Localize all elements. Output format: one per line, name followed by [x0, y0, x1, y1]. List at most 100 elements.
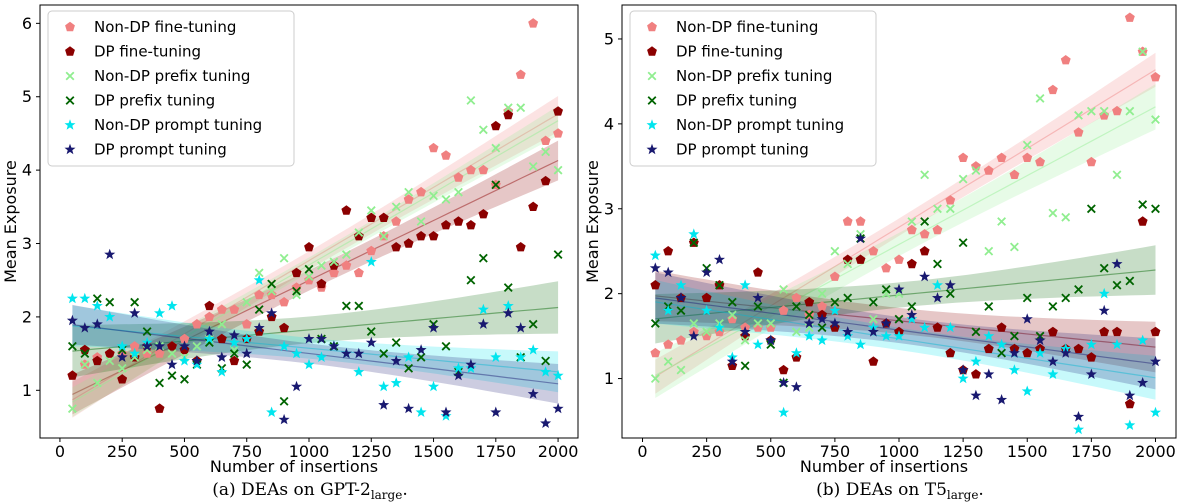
legend-label: DP prompt tuning — [676, 141, 809, 159]
data-point — [180, 374, 189, 384]
data-point — [404, 187, 414, 197]
y-axis-label: Mean Exposure — [1, 160, 20, 283]
data-point — [354, 301, 364, 311]
data-point — [154, 348, 165, 358]
data-point — [203, 325, 215, 337]
legend-marker — [647, 46, 657, 56]
data-point — [893, 283, 905, 295]
data-point — [867, 326, 879, 337]
legend-marker — [64, 143, 76, 155]
data-point — [379, 349, 389, 359]
data-point — [354, 228, 364, 237]
data-point — [1034, 334, 1046, 346]
data-point — [67, 404, 77, 414]
data-point — [490, 351, 502, 362]
data-point — [92, 355, 103, 366]
data-point — [267, 286, 277, 296]
data-point — [391, 242, 402, 252]
y-tick-label: 3 — [604, 199, 614, 218]
data-point — [933, 259, 942, 269]
data-point — [428, 380, 440, 392]
data-point — [179, 344, 190, 355]
data-point — [203, 333, 215, 344]
data-point — [341, 260, 352, 270]
data-point — [528, 162, 538, 171]
data-point — [1009, 169, 1020, 179]
data-point — [1047, 355, 1059, 367]
data-point — [1022, 293, 1032, 303]
legend-label: DP prefix tuning — [94, 92, 215, 110]
data-point — [919, 321, 931, 333]
data-point — [944, 279, 956, 290]
legend-label: DP fine-tuning — [94, 43, 201, 61]
data-point — [379, 231, 389, 241]
data-point — [92, 378, 102, 388]
data-point — [945, 195, 956, 205]
data-point — [702, 327, 712, 337]
caption-text: (a) DEAs on GPT-2 — [212, 480, 371, 500]
x-tick-label: 1500 — [413, 442, 454, 461]
data-point — [66, 314, 78, 326]
data-point — [829, 304, 841, 316]
data-point — [778, 305, 789, 315]
data-point — [1022, 347, 1033, 358]
data-point — [291, 267, 302, 278]
data-point — [104, 248, 116, 260]
legend-label: Non-DP prefix tuning — [676, 67, 832, 85]
data-point — [1150, 72, 1161, 82]
data-point — [216, 333, 227, 344]
data-point — [945, 347, 956, 358]
y-tick-label: 1 — [22, 381, 32, 400]
y-tick-label: 5 — [604, 29, 614, 48]
x-tick-label: 1000 — [879, 442, 920, 461]
data-point — [1124, 398, 1135, 409]
data-point — [1061, 212, 1071, 222]
caption-text: (b) DEAs on T5 — [816, 480, 947, 500]
data-point — [765, 334, 777, 346]
legend-marker — [65, 21, 75, 32]
data-point — [391, 202, 401, 212]
data-point — [663, 339, 674, 349]
data-point — [932, 292, 943, 303]
data-point — [105, 356, 115, 366]
legend-label: Non-DP fine-tuning — [94, 18, 236, 36]
data-point — [830, 297, 840, 307]
legend-label: DP prompt tuning — [94, 141, 227, 159]
data-point — [453, 216, 464, 226]
fit-line — [72, 159, 559, 395]
data-point — [855, 216, 866, 226]
data-point — [663, 357, 673, 367]
data-point — [116, 351, 128, 362]
x-tick-label: 500 — [169, 442, 200, 461]
data-point — [353, 347, 365, 359]
legend-label: Non-DP prompt tuning — [94, 116, 262, 134]
data-point — [304, 242, 314, 252]
data-point — [753, 267, 763, 277]
data-point — [528, 201, 539, 211]
data-point — [117, 374, 128, 384]
x-tick-label: 0 — [55, 442, 65, 461]
data-point — [129, 341, 140, 351]
data-point — [441, 150, 451, 160]
data-point — [416, 217, 426, 226]
data-point — [266, 311, 277, 322]
data-point — [894, 254, 904, 264]
data-point — [1086, 352, 1097, 362]
data-point — [803, 330, 815, 341]
data-point — [675, 292, 687, 303]
data-point — [907, 301, 917, 311]
data-point — [341, 205, 352, 215]
legend-marker — [65, 71, 75, 81]
data-point — [317, 261, 326, 270]
data-point — [242, 360, 252, 370]
legend-label: Non-DP prefix tuning — [94, 67, 250, 85]
data-point — [216, 351, 228, 362]
data-point — [229, 345, 239, 355]
y-tick-label: 2 — [604, 284, 614, 303]
data-point — [1047, 326, 1058, 337]
data-point — [984, 246, 994, 256]
data-point — [353, 366, 365, 377]
legend-marker — [647, 71, 657, 81]
data-point — [105, 297, 115, 307]
data-point — [490, 120, 501, 131]
